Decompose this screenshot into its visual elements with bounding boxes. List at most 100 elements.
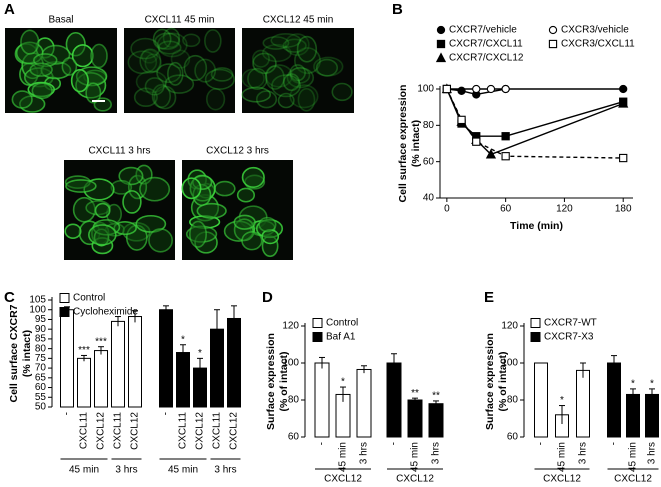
legend-label: CXCR3/vehicle (561, 25, 629, 36)
panel-label: D (262, 289, 273, 306)
legend-swatch (312, 318, 323, 328)
error-bar (214, 309, 220, 349)
cell (293, 47, 321, 75)
group-label: CXCL12 (543, 474, 581, 485)
significance: * (198, 348, 202, 359)
cell (262, 36, 290, 50)
x-tick-label: 180 (615, 204, 632, 215)
legend-label: Baf A1 (326, 332, 356, 343)
data-point (501, 132, 510, 141)
cell (127, 50, 158, 75)
cell (194, 58, 217, 83)
image-caption: Basal (48, 15, 73, 26)
cell (241, 86, 272, 103)
error-bar (180, 344, 186, 361)
y-axis-label: (% intact) (21, 330, 33, 377)
x-tick-label: - (389, 442, 400, 445)
bar (94, 350, 108, 408)
error-bar (630, 388, 636, 400)
y-axis-label: Cell surface CXCR7 (8, 304, 20, 402)
cell (204, 29, 222, 53)
cell (83, 178, 115, 201)
y-tick-label: 95 (35, 314, 47, 325)
group-label: CXCL12 (396, 474, 434, 485)
x-tick-label: 45 min (628, 442, 639, 472)
y-tick-label: 100 (501, 358, 518, 369)
x-tick-label: 0 (444, 204, 450, 215)
y-tick-label: 55 (35, 392, 47, 403)
data-point (485, 148, 497, 159)
cell (139, 48, 162, 74)
error-bar (559, 405, 565, 425)
series-line (446, 88, 624, 159)
cell (313, 56, 344, 77)
x-tick-label: CXCL12 (96, 412, 107, 450)
x-tick-label: 3 hrs (578, 442, 589, 464)
cell (196, 202, 227, 219)
cell (31, 82, 53, 100)
cell (20, 29, 40, 55)
bar (77, 357, 91, 408)
cell (65, 179, 97, 193)
cell (110, 179, 133, 195)
data-point (457, 115, 466, 125)
x-tick-label: 45 min (557, 442, 568, 472)
x-tick-label: CXCL11 (113, 412, 124, 449)
error-bar (412, 397, 418, 402)
cell (90, 43, 108, 69)
x-axis-label: Time (min) (510, 220, 563, 232)
data-point (501, 84, 510, 94)
bar (576, 369, 590, 438)
cell (162, 27, 181, 49)
cell (64, 223, 82, 239)
bar (176, 352, 190, 408)
error-bar (197, 357, 203, 378)
data-point (486, 84, 496, 94)
cell (183, 54, 208, 82)
y-tick-label: 120 (282, 321, 299, 332)
micrograph (242, 28, 354, 113)
bar (227, 317, 241, 408)
data-point (501, 152, 510, 161)
micrograph (124, 28, 235, 113)
legend-label: CXCR7/CXCL12 (449, 53, 524, 64)
y-axis-label: Cell surface expression (397, 85, 409, 203)
data-point (618, 97, 629, 108)
cell (144, 77, 165, 96)
cell (122, 190, 142, 214)
error-bar (81, 354, 87, 362)
image-caption: CXCL11 45 min (145, 15, 215, 26)
legend-marker (548, 25, 558, 35)
panel-label: C (4, 289, 15, 306)
cell (233, 214, 256, 230)
panel-label: E (484, 289, 494, 306)
cell (151, 84, 172, 109)
cell (144, 53, 162, 73)
data-point (442, 84, 452, 94)
cell (286, 67, 315, 89)
legend-swatch (530, 332, 541, 342)
significance: * (181, 334, 185, 345)
cell (170, 49, 191, 69)
data-point (472, 84, 481, 94)
bar (534, 362, 548, 438)
cell (85, 82, 102, 104)
significance: * (650, 379, 654, 390)
cell (139, 176, 171, 202)
cell (241, 166, 265, 188)
significance: ** (411, 388, 419, 399)
significance: *** (95, 336, 107, 347)
legend-label: CXCR7/CXCL11 (449, 39, 523, 50)
error-bar (98, 346, 104, 355)
y-tick-label: 80 (423, 120, 435, 131)
y-tick-label: 60 (35, 382, 47, 393)
error-bar (115, 316, 121, 327)
error-bar (340, 386, 346, 402)
error-bar (649, 388, 655, 400)
significance: * (560, 395, 564, 406)
cell (315, 58, 339, 77)
legend-swatch (59, 293, 70, 303)
x-tick-label: 3 hrs (647, 442, 658, 464)
panel-label: B (392, 1, 403, 18)
